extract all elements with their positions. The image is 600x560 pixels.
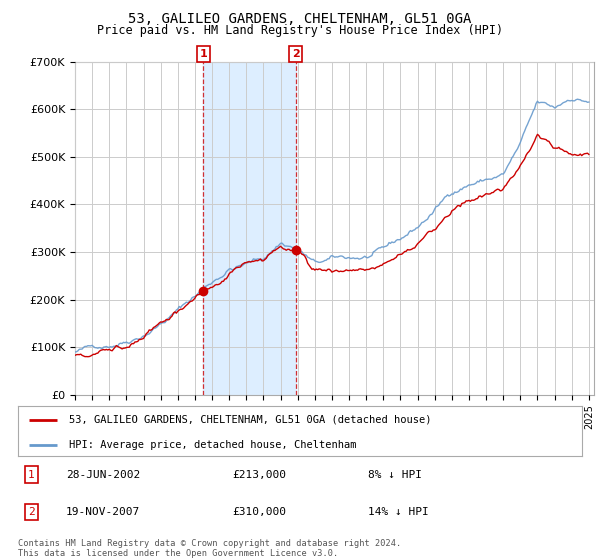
Text: 8% ↓ HPI: 8% ↓ HPI [368, 470, 422, 479]
Text: 14% ↓ HPI: 14% ↓ HPI [368, 507, 428, 517]
Text: 2: 2 [292, 49, 299, 59]
Text: 2: 2 [28, 507, 35, 517]
Text: This data is licensed under the Open Government Licence v3.0.: This data is licensed under the Open Gov… [18, 549, 338, 558]
Text: Price paid vs. HM Land Registry's House Price Index (HPI): Price paid vs. HM Land Registry's House … [97, 24, 503, 36]
Text: 1: 1 [28, 470, 35, 479]
Text: HPI: Average price, detached house, Cheltenham: HPI: Average price, detached house, Chel… [69, 440, 356, 450]
Text: £310,000: £310,000 [232, 507, 286, 517]
Text: 28-JUN-2002: 28-JUN-2002 [66, 470, 140, 479]
Bar [203, 62, 296, 395]
Text: 53, GALILEO GARDENS, CHELTENHAM, GL51 0GA: 53, GALILEO GARDENS, CHELTENHAM, GL51 0G… [128, 12, 472, 26]
Text: 1: 1 [199, 49, 207, 59]
Text: 53, GALILEO GARDENS, CHELTENHAM, GL51 0GA (detached house): 53, GALILEO GARDENS, CHELTENHAM, GL51 0G… [69, 414, 431, 424]
Text: £213,000: £213,000 [232, 470, 286, 479]
Text: 19-NOV-2007: 19-NOV-2007 [66, 507, 140, 517]
Text: Contains HM Land Registry data © Crown copyright and database right 2024.: Contains HM Land Registry data © Crown c… [18, 539, 401, 548]
